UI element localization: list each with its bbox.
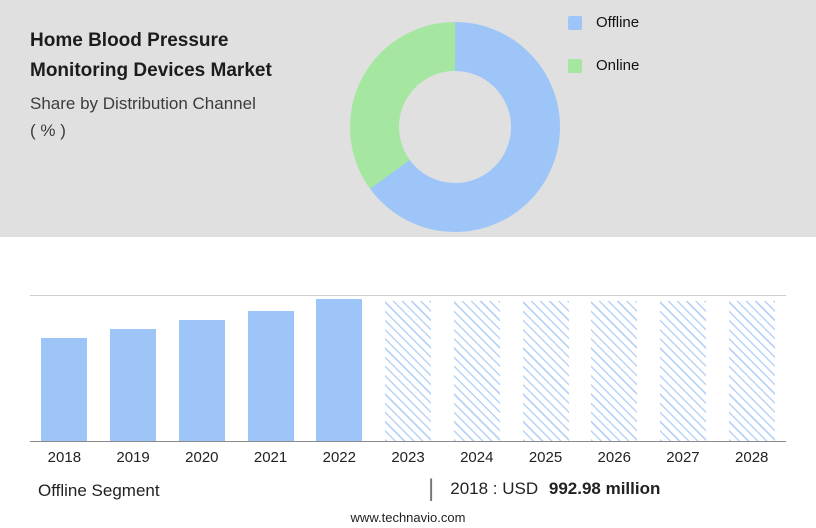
axis-label-2023: 2023 xyxy=(391,449,425,466)
x-axis-labels: 2018 2019 2020 2021 2022 2023 2024 2025 2026 2027… xyxy=(30,449,786,466)
axis-label-2021: 2021 xyxy=(253,449,288,466)
chart-unit: ( % ) xyxy=(30,121,66,140)
legend-label-offline: Offline xyxy=(596,14,640,31)
segment-label: Offline Segment xyxy=(38,481,160,500)
bar-2020 xyxy=(178,320,225,441)
legend-swatch-online xyxy=(568,58,582,73)
bar-2023-forecast xyxy=(385,301,432,441)
header-section: Home Blood Pressure Monitoring Devices M… xyxy=(0,0,816,237)
bar-2024-forecast xyxy=(453,301,500,441)
bar-slot-2020 xyxy=(167,320,236,441)
bar-chart xyxy=(30,295,786,442)
bar-2027-forecast xyxy=(659,301,706,441)
bar-2019 xyxy=(110,329,157,441)
page-title-line2: Monitoring Devices Market xyxy=(30,60,272,81)
bar-slot-2027 xyxy=(649,301,718,441)
bar-slot-2028 xyxy=(717,301,786,441)
axis-label-2022: 2022 xyxy=(322,449,356,466)
bar-slot-2021 xyxy=(236,311,305,441)
legend-label-online: Online xyxy=(596,57,640,74)
website-url: www.technavio.com xyxy=(350,510,466,525)
bar-slot-2023 xyxy=(374,301,443,441)
annotation-prefix: 2018 : USD xyxy=(450,479,539,498)
axis-label-2019: 2019 xyxy=(116,449,150,466)
bar-2026-forecast xyxy=(591,301,638,441)
axis-label-2026: 2026 xyxy=(597,449,631,466)
legend-item-online: Online xyxy=(568,57,639,74)
axis-label-2028: 2028 xyxy=(735,449,769,466)
axis-label-2024: 2024 xyxy=(460,449,494,466)
annotation-value: 992.98 million xyxy=(548,479,661,498)
donut-chart xyxy=(350,22,560,232)
legend: Offline Online xyxy=(568,14,639,74)
bar-slot-2019 xyxy=(99,329,168,441)
bar-slot-2018 xyxy=(30,338,99,441)
bar-2028-forecast xyxy=(728,301,775,441)
axis-label-2018: 2018 xyxy=(47,449,82,466)
bar-slot-2024 xyxy=(442,301,511,441)
bar-2021 xyxy=(247,311,294,441)
page-title-line1: Home Blood Pressure xyxy=(30,30,229,51)
axis-label-2025: 2025 xyxy=(528,449,563,466)
title-block: Home Blood Pressure Monitoring Devices M… xyxy=(30,26,330,144)
separator-bar: | xyxy=(428,475,435,502)
bar-slot-2025 xyxy=(511,301,580,441)
bar-2022 xyxy=(316,299,363,441)
legend-swatch-offline xyxy=(568,15,582,30)
bar-2018 xyxy=(41,338,88,441)
value-annotation: | 2018 : USD 992.98 million xyxy=(428,477,660,501)
bar-slot-2026 xyxy=(580,301,649,441)
bar-2025-forecast xyxy=(522,301,569,441)
bar-slot-2022 xyxy=(305,299,374,441)
axis-label-2020: 2020 xyxy=(185,449,219,466)
axis-label-2027: 2027 xyxy=(666,449,700,466)
annotation-text: 2018 : USD 992.98 million xyxy=(450,479,660,499)
chart-subtitle: Share by Distribution Channel xyxy=(30,94,256,113)
legend-item-offline: Offline xyxy=(568,14,639,31)
